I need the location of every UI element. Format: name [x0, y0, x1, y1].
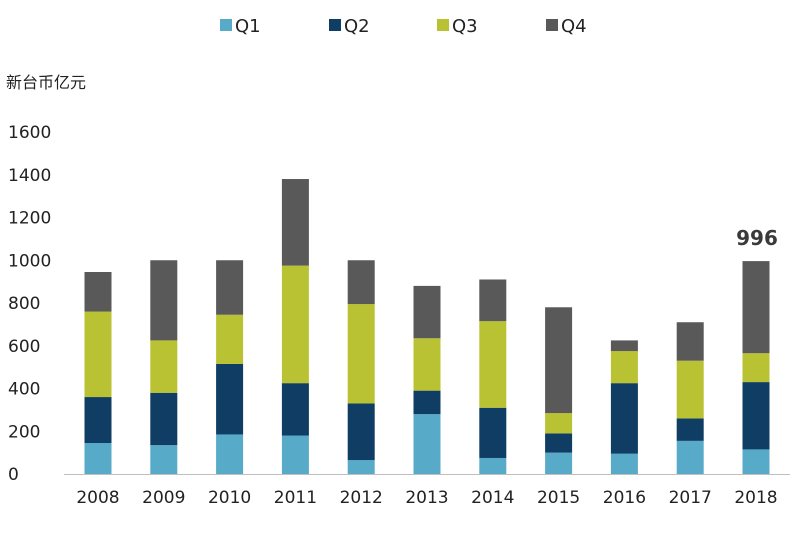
legend-swatch-q4 [546, 19, 558, 31]
bar-2014-q4 [479, 279, 507, 322]
y-tick-label: 0 [8, 465, 19, 485]
bar-2015-q4 [545, 307, 573, 414]
y-axis-ticks: 0 200 400 600 800 1000 1200 1400 1600 [8, 123, 51, 485]
bar-2008-q2 [84, 397, 112, 444]
bar-2012-q4 [347, 260, 375, 305]
bar-2013-q1 [413, 414, 441, 474]
y-tick-label: 400 [8, 380, 40, 400]
y-tick-label: 600 [8, 337, 40, 357]
bar-2010-q4 [216, 260, 244, 315]
bar-2016-q2 [610, 383, 638, 454]
bar-2014-q1 [479, 457, 507, 474]
x-tick-label: 2013 [405, 488, 448, 508]
y-tick-label: 800 [8, 294, 40, 314]
bar-2015-q3 [545, 413, 573, 434]
bar-2013-q4 [413, 285, 441, 339]
annotations: 996 [736, 226, 778, 250]
bar-2017-q4 [676, 322, 704, 361]
legend-label-q1: Q1 [235, 16, 261, 37]
bar-2011-q4 [281, 179, 309, 266]
bar-2018-q3 [742, 353, 770, 383]
y-tick-label: 1600 [8, 123, 51, 143]
bar-2017-q2 [676, 418, 704, 441]
bar-2011-q2 [281, 383, 309, 436]
bar-2016-q3 [610, 351, 638, 384]
data-label-2018: 996 [736, 226, 778, 250]
legend: Q1 Q2 Q3 Q4 [220, 16, 587, 37]
bar-2009-q1 [150, 445, 178, 474]
bar-2009-q2 [150, 392, 178, 446]
legend-swatch-q1 [220, 19, 232, 31]
x-tick-label: 2017 [669, 488, 712, 508]
bar-2009-q4 [150, 260, 178, 341]
bar-2016-q4 [610, 340, 638, 352]
bar-2012-q3 [347, 304, 375, 404]
x-tick-label: 2018 [734, 488, 777, 508]
bar-2010-q1 [216, 434, 244, 474]
legend-label-q3: Q3 [452, 16, 478, 37]
bar-2008-q4 [84, 272, 112, 312]
bar-2013-q2 [413, 390, 441, 415]
bar-2014-q2 [479, 407, 507, 458]
x-tick-label: 2008 [76, 488, 119, 508]
legend-label-q2: Q2 [344, 16, 370, 37]
x-tick-label: 2014 [471, 488, 514, 508]
bar-2011-q3 [281, 265, 309, 384]
bar-2013-q3 [413, 338, 441, 391]
bar-2018-q1 [742, 449, 770, 474]
x-tick-label: 2009 [142, 488, 185, 508]
x-tick-label: 2011 [274, 488, 317, 508]
y-tick-label: 1400 [8, 166, 51, 186]
bar-2012-q2 [347, 403, 375, 461]
y-tick-label: 1000 [8, 251, 51, 271]
legend-swatch-q2 [329, 19, 341, 31]
x-tick-label: 2012 [340, 488, 383, 508]
bar-2014-q3 [479, 321, 507, 408]
bar-2008-q1 [84, 443, 112, 474]
bar-2018-q2 [742, 382, 770, 450]
bar-2010-q3 [216, 314, 244, 364]
bar-2009-q3 [150, 340, 178, 393]
bar-2011-q1 [281, 435, 309, 474]
y-tick-label: 1200 [8, 209, 51, 229]
bar-2018-q4 [742, 261, 770, 354]
bar-2015-q1 [545, 452, 573, 474]
bar-2017-q3 [676, 360, 704, 419]
bar-2010-q2 [216, 363, 244, 435]
x-tick-label: 2016 [603, 488, 646, 508]
bar-2012-q1 [347, 460, 375, 474]
bars [84, 179, 770, 474]
legend-swatch-q3 [437, 19, 449, 31]
x-axis-ticks: 2008 2009 2010 2011 2012 2013 2014 2015 2016 2017… [76, 488, 777, 508]
x-tick-label: 2015 [537, 488, 580, 508]
legend-label-q4: Q4 [561, 16, 587, 37]
bar-2015-q2 [545, 433, 573, 453]
x-tick-label: 2010 [208, 488, 251, 508]
bar-2016-q1 [610, 453, 638, 474]
y-tick-label: 200 [8, 422, 40, 442]
bar-2008-q3 [84, 311, 112, 398]
y-axis-label: 新台币亿元 [6, 73, 86, 92]
bar-2017-q1 [676, 440, 704, 474]
